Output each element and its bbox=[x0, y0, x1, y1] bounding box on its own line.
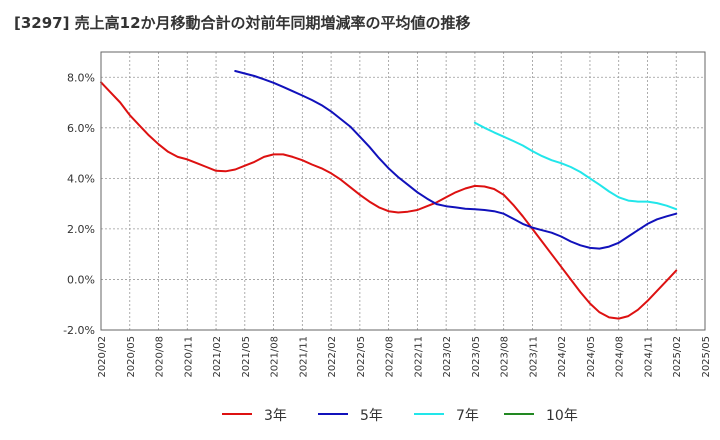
x-tick-label: 2024/11 bbox=[643, 336, 654, 378]
series-line bbox=[234, 70, 678, 250]
series-lines bbox=[100, 70, 678, 320]
x-tick-label: 2022/08 bbox=[385, 336, 396, 378]
legend-label: 3年 bbox=[264, 408, 287, 424]
x-tick-label: 2022/11 bbox=[413, 336, 424, 378]
x-tick-label: 2023/02 bbox=[442, 336, 453, 378]
x-tick-label: 2024/02 bbox=[557, 336, 568, 378]
chart-title: [3297] 売上高12か月移動合計の対前年同期増減率の平均値の推移 bbox=[14, 14, 471, 32]
x-tick-label: 2023/11 bbox=[528, 336, 539, 378]
grid-lines bbox=[101, 51, 705, 330]
legend-label: 7年 bbox=[456, 408, 479, 424]
x-tick-label: 2020/05 bbox=[126, 336, 137, 378]
plot-border bbox=[100, 51, 706, 331]
x-tick-label: 2025/02 bbox=[672, 336, 683, 378]
x-tick-label: 2024/08 bbox=[615, 336, 626, 378]
x-tick-label: 2023/08 bbox=[500, 336, 511, 378]
x-tick-label: 2021/11 bbox=[298, 336, 309, 378]
y-tick-label: 0.0% bbox=[67, 273, 95, 286]
legend-label: 10年 bbox=[546, 408, 578, 424]
y-tick-label: 8.0% bbox=[67, 71, 95, 84]
x-tick-label: 2022/05 bbox=[356, 336, 367, 378]
x-tick-label: 2020/02 bbox=[97, 336, 108, 378]
x-tick-label: 2021/05 bbox=[241, 336, 252, 378]
x-tick-label: 2020/11 bbox=[183, 336, 194, 378]
y-axis-ticks: -2.0% 0.0% 2.0% 4.0% 6.0% 8.0% bbox=[63, 71, 95, 337]
y-tick-label: 6.0% bbox=[67, 122, 95, 135]
x-tick-label: 2021/08 bbox=[270, 336, 281, 378]
series-line bbox=[473, 121, 678, 211]
series-line bbox=[100, 81, 678, 320]
legend-label: 5年 bbox=[360, 408, 383, 424]
x-tick-label: 2021/02 bbox=[212, 336, 223, 378]
x-tick-label: 2022/02 bbox=[327, 336, 338, 378]
y-tick-label: -2.0% bbox=[63, 324, 95, 337]
plot-frame bbox=[100, 51, 706, 331]
y-tick-label: 4.0% bbox=[67, 172, 95, 185]
legend: 3年 5年 7年 10年 bbox=[222, 408, 578, 424]
x-tick-label: 2025/05 bbox=[701, 336, 712, 378]
x-axis-ticks: 2020/02 2020/05 2020/08 2020/11 2021/02 2021/… bbox=[97, 336, 712, 378]
y-tick-label: 2.0% bbox=[67, 223, 95, 236]
x-tick-label: 2020/08 bbox=[155, 336, 166, 378]
x-tick-label: 2024/05 bbox=[586, 336, 597, 378]
x-tick-label: 2023/05 bbox=[471, 336, 482, 378]
